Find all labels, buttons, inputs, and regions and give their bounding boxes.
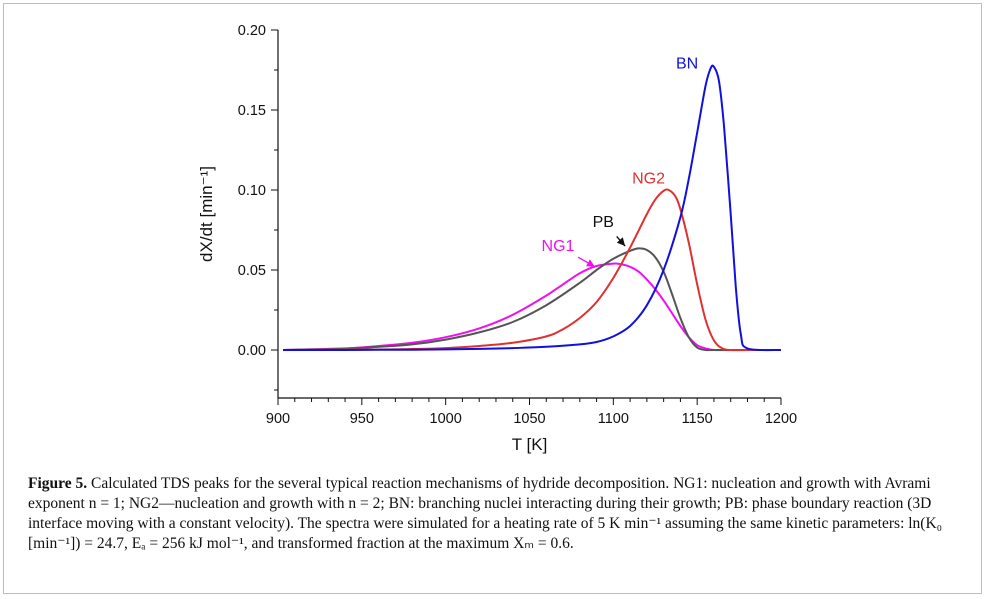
x-tick-label: 1200 — [765, 411, 797, 427]
x-tick-label: 950 — [350, 411, 374, 427]
figure-frame — [3, 3, 982, 594]
label-bn: BN — [676, 55, 698, 72]
series-line-ng1 — [282, 262, 781, 352]
figure-caption: Figure 5. Calculated TDS peaks for the s… — [28, 474, 963, 554]
label-ng2: NG2 — [632, 171, 665, 188]
caption-text: Calculated TDS peaks for the several typ… — [28, 475, 943, 552]
series-line-bn — [283, 64, 782, 352]
y-tick-label: 0.00 — [238, 343, 266, 359]
axes: 900 950 1000 1050 1100 1150 1200 0.00 0.05 0.10 0.… — [197, 23, 797, 454]
x-axis-label: T [K] — [512, 435, 548, 454]
label-ng1: NG1 — [542, 238, 575, 255]
y-tick-label: 0.15 — [238, 103, 266, 119]
y-tick-label: 0.10 — [238, 183, 266, 199]
pb-arrow-head — [616, 237, 626, 246]
y-tick-label: 0.20 — [238, 23, 266, 39]
x-tick-label: 1000 — [430, 411, 462, 427]
series-layer — [282, 64, 782, 352]
series-line-ng2 — [283, 188, 781, 352]
tds-chart: 900 950 1000 1050 1100 1150 1200 0.00 0.05 0.10 0.… — [197, 23, 797, 454]
y-axis-label: dX/dt [min⁻¹] — [197, 166, 216, 262]
label-pb: PB — [593, 214, 614, 231]
x-tick-label: 1050 — [513, 411, 545, 427]
x-tick-label: 900 — [266, 411, 290, 427]
annotation-layer: BN NG2 PB NG1 — [542, 55, 698, 268]
x-tick-label: 1100 — [598, 411, 629, 427]
y-tick-label: 0.05 — [238, 263, 266, 279]
series-line-pb — [282, 247, 781, 352]
x-tick-label: 1150 — [682, 411, 713, 427]
ng1-arrow-head — [586, 259, 595, 267]
caption-label: Figure 5. — [28, 475, 88, 492]
